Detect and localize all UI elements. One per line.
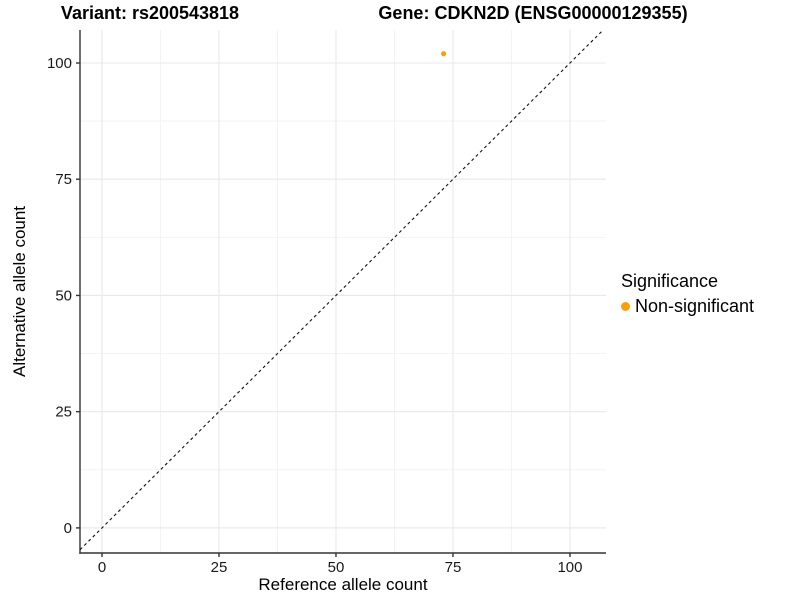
x-tick-label: 75 bbox=[445, 559, 462, 576]
x-axis-title: Reference allele count bbox=[258, 575, 427, 594]
x-tick-label: 0 bbox=[98, 559, 106, 576]
data-point bbox=[441, 51, 447, 57]
y-tick-label: 0 bbox=[64, 520, 72, 537]
identity-dashed-line bbox=[79, 29, 604, 551]
legend-title: Significance bbox=[621, 271, 719, 291]
legend-item-non-significant: Non-significant bbox=[621, 296, 754, 317]
plot-title-gene: Gene: CDKN2D (ENSG00000129355) bbox=[378, 3, 688, 23]
plot-title-variant: Variant: rs200543818 bbox=[60, 3, 240, 23]
y-tick-label: 50 bbox=[55, 287, 72, 304]
y-axis-title: Alternative allele count bbox=[10, 206, 29, 377]
legend-key-circle-icon bbox=[621, 302, 630, 311]
x-tick-label: 25 bbox=[211, 559, 228, 576]
legend-item-label: Non-significant bbox=[635, 296, 755, 316]
x-tick-label: 100 bbox=[557, 559, 582, 576]
x-tick-label: 50 bbox=[328, 559, 345, 576]
y-tick-label: 25 bbox=[55, 404, 72, 421]
y-tick-label: 75 bbox=[55, 171, 72, 188]
y-tick-label: 100 bbox=[47, 55, 72, 72]
legend: Significance Non-significant bbox=[621, 271, 754, 317]
